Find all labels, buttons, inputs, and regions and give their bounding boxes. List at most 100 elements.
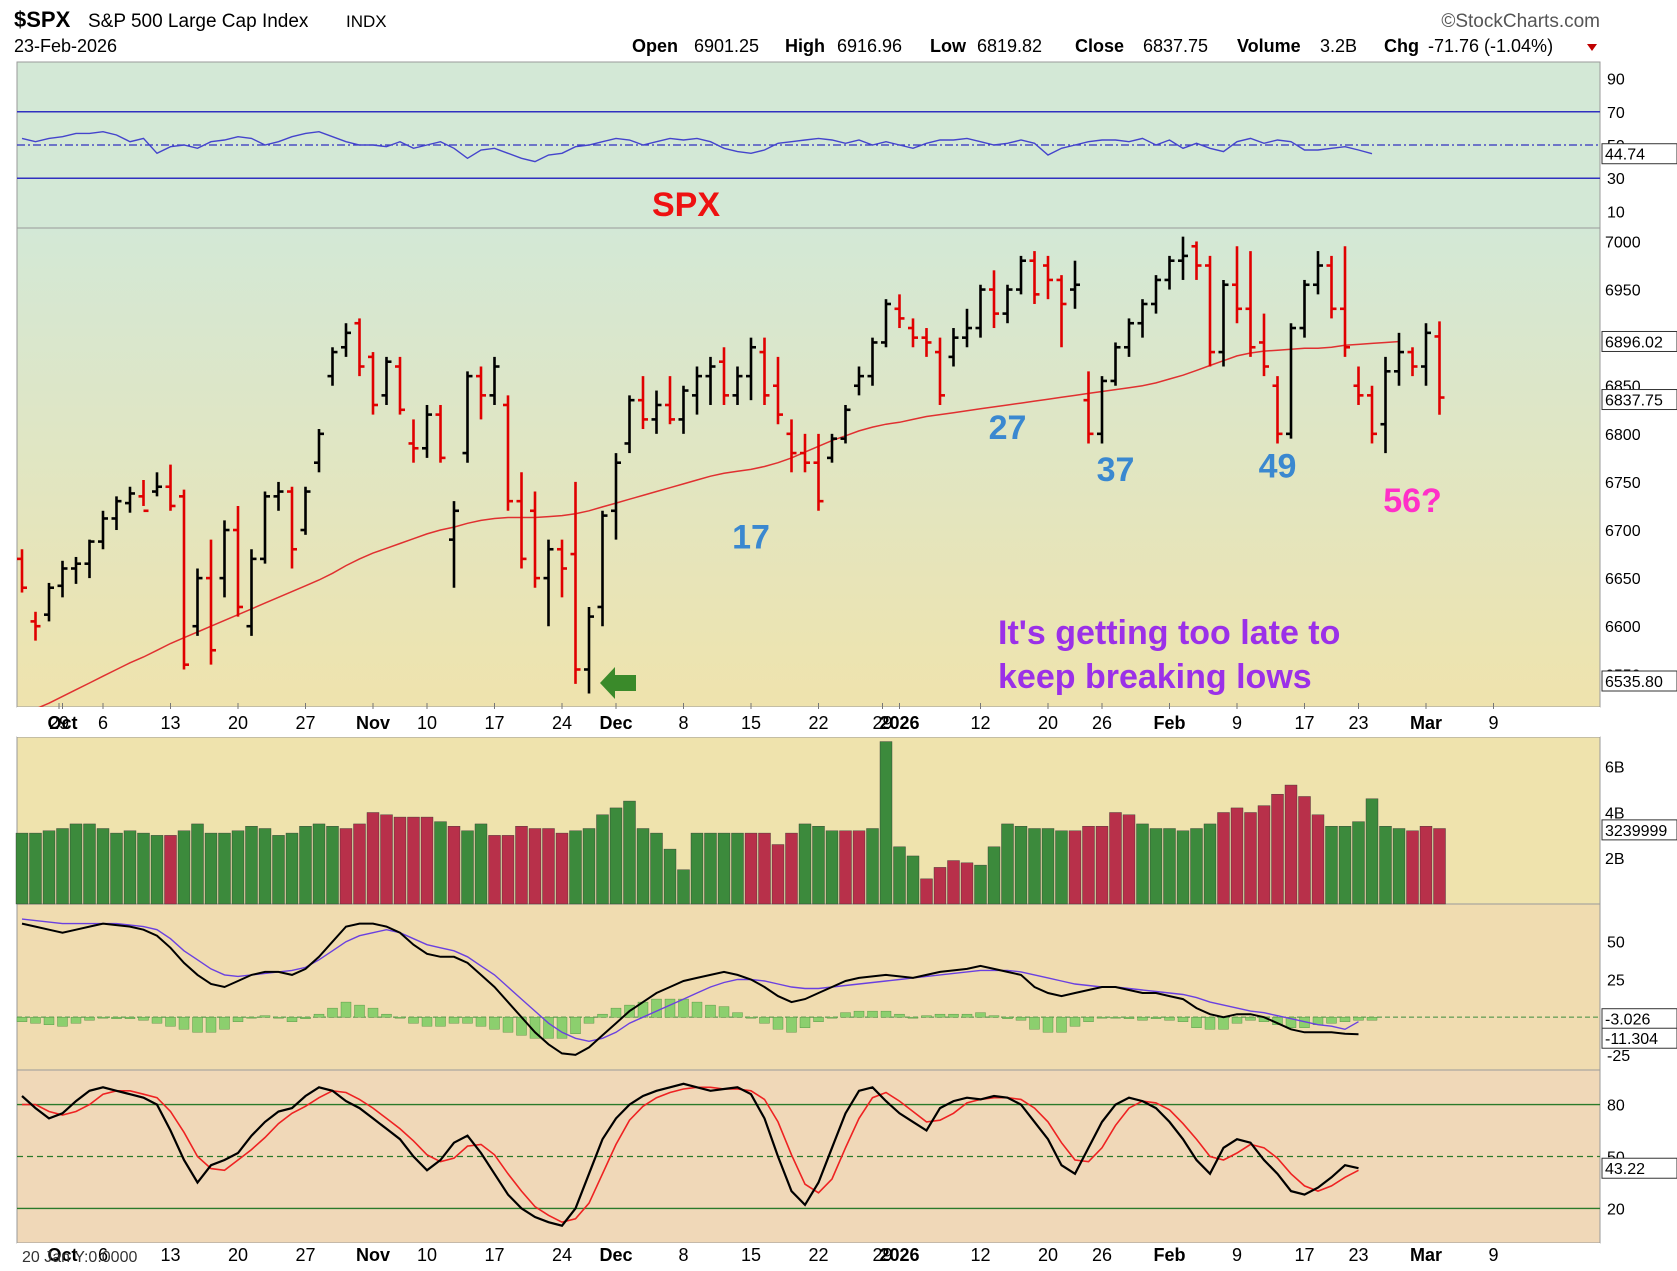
macd-histogram-bar — [1029, 1016, 1040, 1030]
macd-histogram-bar — [786, 1016, 797, 1033]
high-value: 6916.96 — [837, 36, 902, 56]
volume-bar — [1028, 828, 1041, 905]
volume-bar — [1014, 826, 1028, 905]
ohlc-bar — [381, 356, 392, 405]
x-tick-label-bottom: 20 — [228, 1245, 248, 1265]
volume-bar — [56, 828, 69, 905]
macd-histogram-bar — [678, 998, 689, 1018]
ohlc-bar — [732, 366, 743, 405]
macd-histogram-bar — [1353, 1016, 1364, 1021]
macd-histogram-bar — [151, 1016, 163, 1024]
volume-bar — [1068, 830, 1082, 905]
volume-bar — [1433, 828, 1446, 905]
volume-bar — [1001, 823, 1014, 905]
x-tick-label: 29 — [49, 713, 69, 733]
macd-histogram-bar — [43, 1016, 55, 1025]
ohlc-bar — [1272, 376, 1283, 444]
volume-bar — [353, 823, 366, 905]
ohlc-bar — [827, 433, 837, 463]
volume-bar — [285, 832, 299, 905]
ohlc-bar — [71, 556, 81, 584]
x-tick-label: 2026 — [879, 713, 919, 733]
macd-histogram-bar — [354, 1004, 365, 1018]
macd-histogram-bar — [192, 1016, 203, 1033]
volume-bar — [326, 826, 339, 905]
macd-histogram-bar — [1056, 1016, 1067, 1033]
ohlc-bar — [1205, 255, 1215, 367]
volume-bar — [1203, 823, 1217, 905]
x-tick-label: 15 — [741, 713, 761, 733]
x-tick-label: 24 — [552, 713, 572, 733]
volume-bar — [596, 814, 609, 905]
ohlc-bar — [570, 481, 581, 684]
ohlc-bar — [1164, 255, 1175, 290]
macd-histogram-bar — [1015, 1016, 1027, 1021]
price-panel — [16, 227, 1601, 708]
macd-histogram-bar — [1218, 1016, 1229, 1030]
close-last-value-box — [1601, 389, 1677, 411]
ohlc-bar — [584, 606, 594, 694]
volume-bar — [542, 828, 555, 905]
macd-histogram-bar — [813, 1016, 824, 1022]
volume-bar — [258, 828, 272, 905]
price-tick-label: 6800 — [1605, 427, 1641, 444]
green-arrow-icon — [600, 667, 636, 699]
macd-line — [21, 922, 1359, 1056]
volume-bar — [987, 846, 1001, 905]
macd-histogram-bar — [421, 1016, 433, 1027]
volume-bar — [164, 835, 177, 905]
ohlc-bar — [1353, 366, 1364, 405]
x-axis-band-top — [17, 707, 1600, 737]
ohlc-bar — [260, 491, 270, 564]
macd-tick-label: 50 — [1607, 935, 1625, 952]
macd-histogram-bar — [610, 1007, 622, 1018]
volume-bar — [960, 862, 974, 905]
x-tick-label-bottom: Oct — [47, 1245, 77, 1265]
index-name: S&P 500 Large Cap Index — [88, 11, 309, 32]
ohlc-bar — [341, 323, 351, 357]
volume-bar — [312, 823, 326, 905]
ohlc-bar — [1043, 255, 1053, 300]
stoch-last-value-box — [1601, 1157, 1677, 1179]
volume-bar — [974, 864, 987, 905]
macd-histogram-bar — [975, 1012, 986, 1018]
price-tick-label: 6750 — [1605, 475, 1641, 492]
x-tick-label-bottom: 22 — [808, 1245, 828, 1265]
ohlc-bar — [1178, 236, 1188, 280]
ohlc-bar — [1326, 255, 1337, 319]
volume-bar — [434, 821, 447, 905]
macd-histogram-bar — [718, 1006, 730, 1018]
ohlc-bar — [1016, 255, 1026, 295]
x-tick-label-bottom: Dec — [599, 1245, 632, 1265]
macd-histogram-bar — [1191, 1016, 1202, 1028]
volume-bar — [798, 823, 812, 905]
macd-histogram-bar — [1164, 1016, 1175, 1021]
ohlc-bar — [1259, 313, 1269, 377]
macd-histogram-bar — [880, 1010, 892, 1018]
macd-histogram-bar — [232, 1016, 244, 1022]
volume-last-value-box — [1601, 819, 1677, 841]
price-tick-label: 7000 — [1605, 234, 1641, 251]
macd-histogram-bar — [1326, 1016, 1337, 1024]
ohlc-bar — [948, 328, 959, 367]
volume-bar — [123, 830, 137, 905]
rsi-tick-label: 70 — [1607, 105, 1625, 122]
macd-histogram-bar — [1137, 1016, 1148, 1021]
volume-bar — [1190, 828, 1203, 905]
macd-histogram-bar — [16, 1016, 28, 1022]
ohlc-bar — [165, 464, 176, 511]
rsi-tick-label: 10 — [1607, 204, 1625, 221]
exchange: INDX — [346, 12, 387, 31]
macd-histogram-bar — [732, 1012, 743, 1018]
macd-histogram-bar — [138, 1016, 149, 1021]
volume-bar — [366, 812, 380, 905]
ohlc-bar — [422, 404, 432, 458]
rsi-line — [21, 130, 1373, 163]
ohlc-bar — [57, 560, 68, 598]
macd-histogram-bar — [570, 1016, 581, 1034]
x-tick-label-bottom: 26 — [1092, 1245, 1112, 1265]
volume-bar — [110, 832, 123, 905]
note-line-1: It's getting too late to — [998, 614, 1340, 652]
ohlc-bar — [530, 491, 540, 588]
